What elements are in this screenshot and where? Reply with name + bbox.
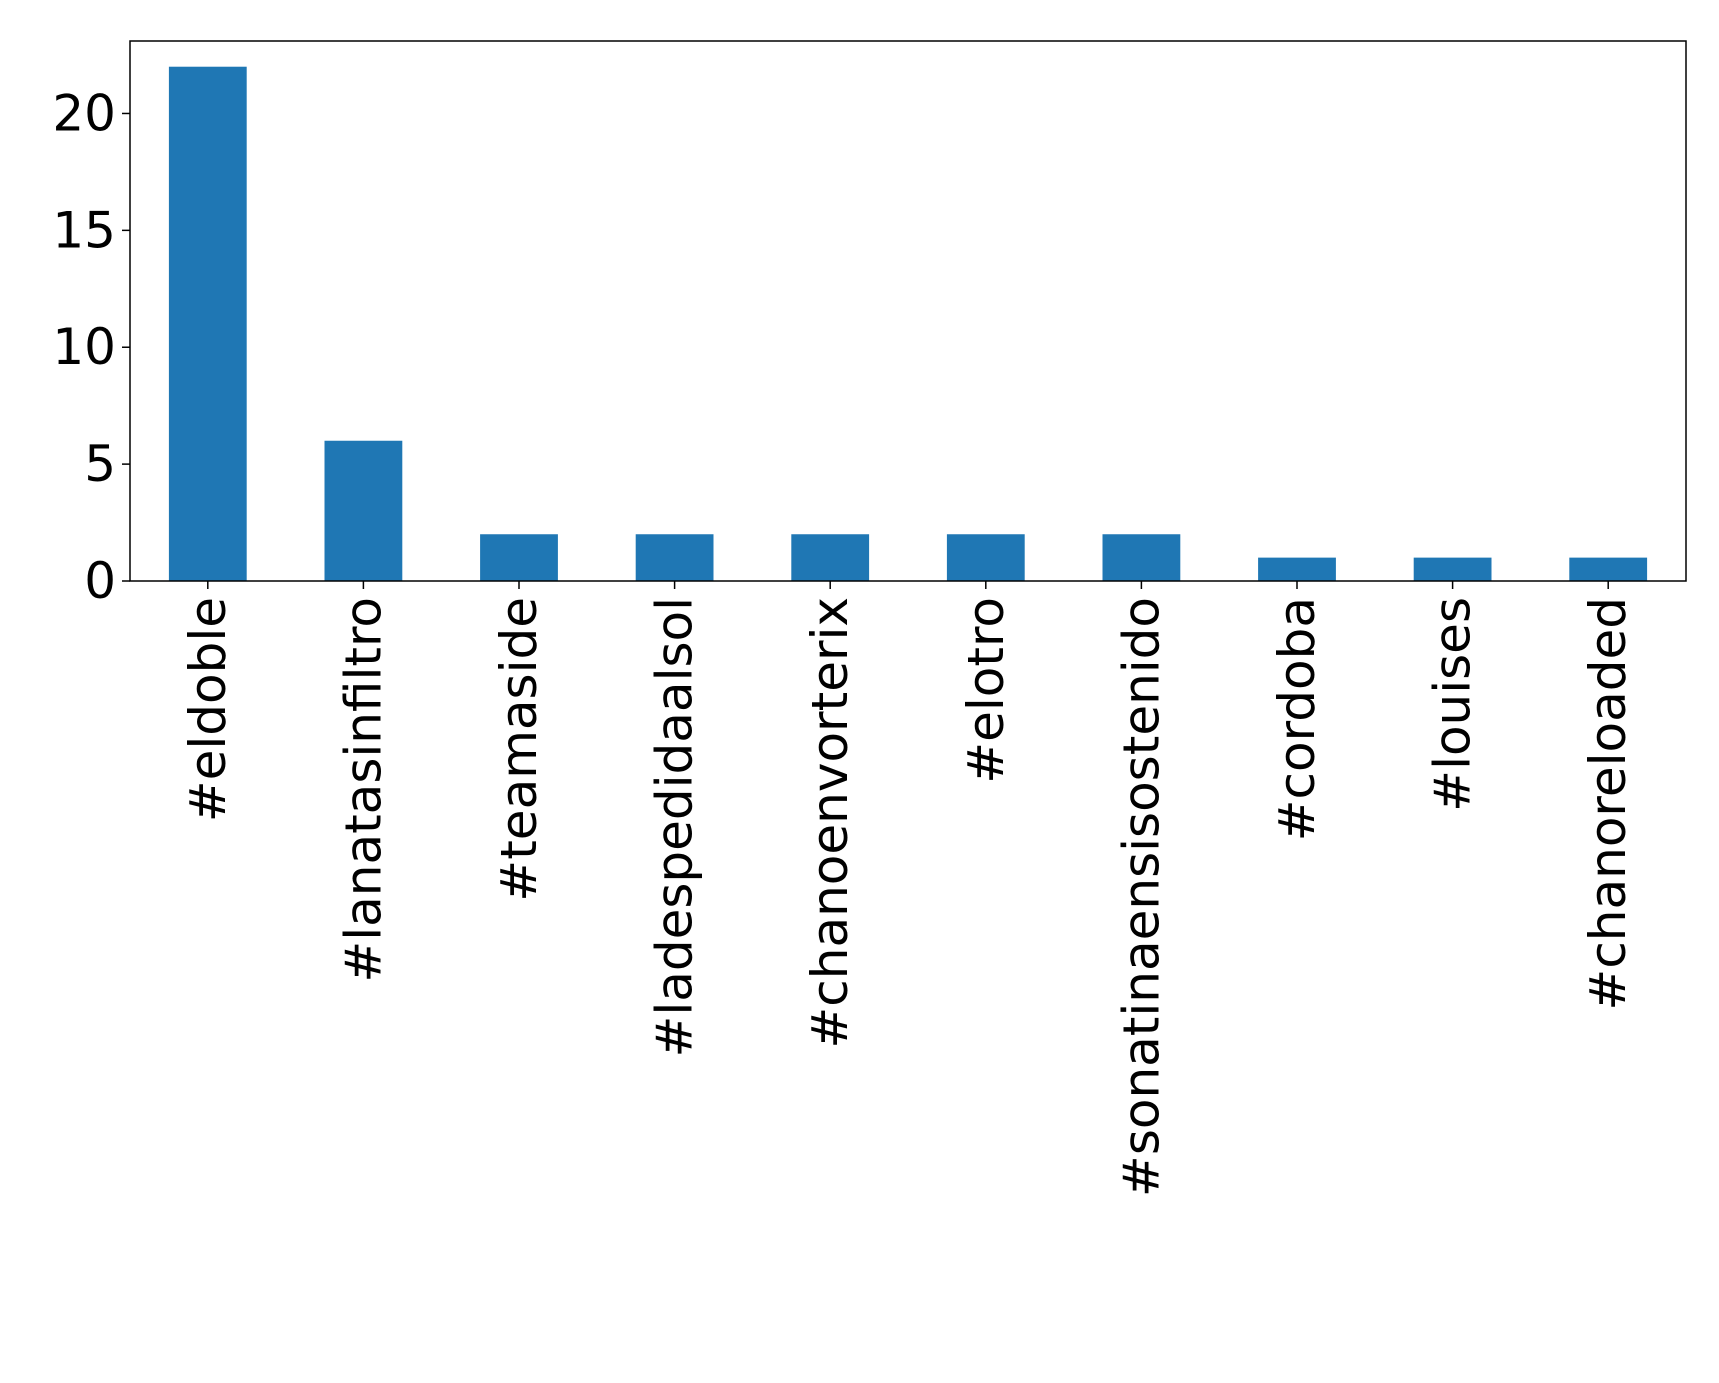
y-tick-label: 0	[84, 552, 116, 610]
bar	[324, 440, 403, 581]
bar	[1102, 534, 1181, 581]
bar	[1413, 557, 1492, 581]
x-tick-label: #chanoenvorterix	[801, 597, 859, 1049]
x-tick-label: #lanatasinfiltro	[334, 597, 392, 983]
x-tick-label: #sonatinaensisostenido	[1112, 597, 1170, 1197]
bar	[168, 66, 247, 581]
bars-layer	[168, 66, 1648, 581]
y-tick-label: 20	[52, 84, 116, 142]
x-tick-label: #cordoba	[1268, 597, 1326, 841]
x-tick-label: #chanoreloaded	[1579, 597, 1637, 1011]
x-tick-label: #eldoble	[179, 597, 237, 822]
x-tick-label: #teamaside	[490, 597, 548, 902]
bar	[791, 534, 870, 581]
y-tick-label: 15	[52, 201, 116, 259]
x-tick-label: #ladespedidaalsol	[646, 597, 704, 1058]
y-tick-label: 10	[52, 318, 116, 376]
bar	[1258, 557, 1336, 581]
bar	[1569, 557, 1648, 581]
bar	[480, 534, 558, 581]
x-tick-label: #louises	[1424, 597, 1482, 812]
y-tick-label: 5	[84, 435, 116, 493]
x-tick-label: #elotro	[957, 597, 1015, 784]
plot-frame	[129, 40, 1687, 582]
bar	[946, 534, 1025, 581]
y-axis-ticks: 0 5 10 15 20	[52, 84, 130, 610]
x-axis-ticks: #eldoble #lanatasinfiltro #teamaside #lades…	[179, 581, 1637, 1197]
bar	[635, 534, 714, 581]
